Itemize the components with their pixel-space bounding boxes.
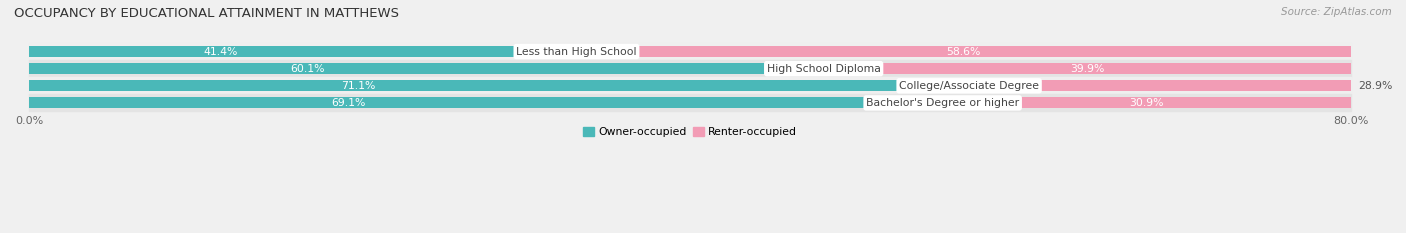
Bar [942, 97, 1351, 109]
Bar [30, 63, 824, 74]
Text: High School Diploma: High School Diploma [766, 64, 880, 74]
Text: Less than High School: Less than High School [516, 47, 637, 57]
Bar [30, 46, 576, 57]
Bar [30, 60, 1351, 77]
Text: OCCUPANCY BY EDUCATIONAL ATTAINMENT IN MATTHEWS: OCCUPANCY BY EDUCATIONAL ATTAINMENT IN M… [14, 7, 399, 20]
Text: Source: ZipAtlas.com: Source: ZipAtlas.com [1281, 7, 1392, 17]
Text: 39.9%: 39.9% [1070, 64, 1105, 74]
Text: 71.1%: 71.1% [340, 81, 375, 91]
Bar [30, 97, 942, 109]
Text: College/Associate Degree: College/Associate Degree [898, 81, 1039, 91]
Text: 60.1%: 60.1% [290, 64, 325, 74]
Bar [969, 80, 1351, 91]
Bar [824, 63, 1351, 74]
Bar [30, 43, 1351, 60]
Text: 69.1%: 69.1% [332, 98, 366, 108]
Text: Bachelor's Degree or higher: Bachelor's Degree or higher [866, 98, 1019, 108]
Bar [30, 80, 969, 91]
Text: 41.4%: 41.4% [204, 47, 238, 57]
Legend: Owner-occupied, Renter-occupied: Owner-occupied, Renter-occupied [579, 123, 801, 142]
Text: 30.9%: 30.9% [1129, 98, 1164, 108]
Bar [30, 77, 1351, 94]
Text: 28.9%: 28.9% [1358, 81, 1392, 91]
Text: 58.6%: 58.6% [946, 47, 981, 57]
Bar [576, 46, 1351, 57]
Bar [30, 94, 1351, 111]
